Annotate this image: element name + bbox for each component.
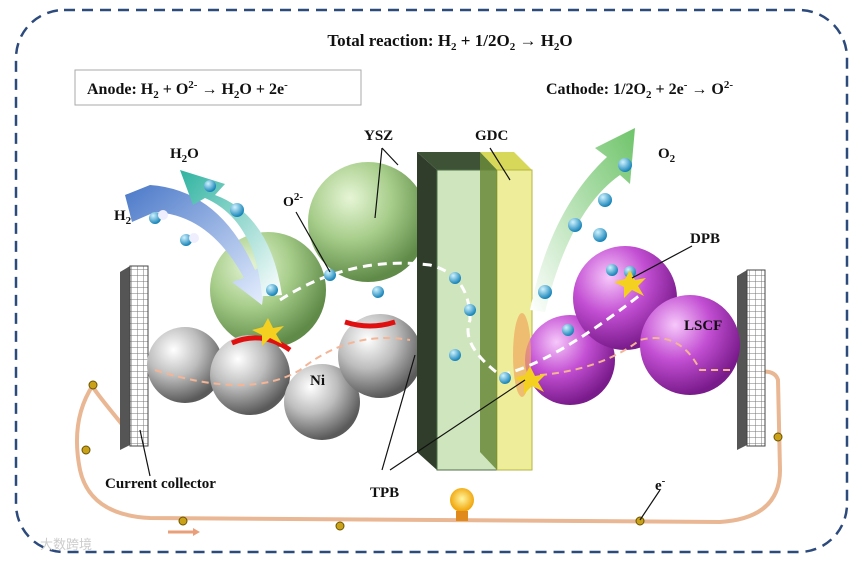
ysz-particle (308, 162, 428, 282)
subscript: 2 (646, 89, 652, 101)
superscript: - (684, 79, 688, 91)
current-collector-label: Current collector (105, 476, 216, 492)
text-part: O (187, 146, 199, 162)
subscript: 2 (670, 153, 676, 165)
lscf-label: LSCF (684, 318, 722, 334)
current-collector-left (129, 265, 149, 447)
h2o-label: H2O (170, 146, 199, 165)
ni-particle (338, 314, 422, 398)
subscript: 2 (126, 215, 132, 227)
text-part: → O (687, 81, 723, 98)
text-part: → H (197, 81, 234, 98)
superscript: 2- (188, 79, 198, 91)
gdc-top (480, 152, 532, 170)
dpb-label: DPB (690, 231, 720, 247)
tpb-mark (344, 319, 396, 329)
o2minus-label: O2- (283, 191, 303, 210)
text-part: + 1/2O (457, 31, 510, 50)
tpb-label: TPB (370, 485, 399, 501)
flow-arrow-head (193, 528, 200, 536)
superscript: 2- (724, 79, 734, 91)
subscript: 2 (510, 41, 516, 53)
collector-side (737, 270, 747, 450)
superscript: - (284, 79, 288, 91)
title: Total reaction: H2 + 1/2O2 → H2O (327, 31, 572, 53)
text-part: + 2e (652, 81, 684, 98)
text-part: + O (159, 81, 189, 98)
molecules (149, 158, 636, 384)
ysz-top (417, 152, 497, 170)
text-part: Total reaction: H (327, 31, 451, 50)
pointer-lines (139, 147, 693, 521)
subscript: 2 (554, 41, 560, 53)
text-part: O (559, 31, 572, 50)
ni-particle (147, 327, 223, 403)
superscript: - (662, 475, 666, 487)
lscf-particle (640, 295, 740, 395)
h2-arrow (125, 185, 268, 305)
electron-path (154, 337, 411, 386)
reaction-sparks (252, 270, 646, 394)
text-part: Cathode: 1/2O (546, 81, 646, 98)
electrons (81, 380, 783, 531)
text-part: O (283, 195, 294, 210)
bulb (450, 488, 474, 512)
ysz-label: YSZ (364, 128, 393, 144)
h2o-arrow (180, 170, 282, 296)
anode-reaction: Anode: H2 + O2- → H2O + 2e- (87, 79, 288, 101)
o2-arrow (530, 128, 635, 312)
ni-particle (210, 335, 290, 415)
anode-box (74, 69, 362, 106)
text-part: H (114, 208, 126, 224)
ion-path (279, 261, 641, 377)
subscript: 2 (153, 89, 159, 101)
collector-side (120, 266, 130, 450)
electron-label: e- (655, 475, 666, 494)
text-part: O + 2e (239, 81, 284, 98)
ni-particle (284, 364, 360, 440)
text-part: Anode: H (87, 81, 154, 98)
text-part: e (655, 478, 662, 494)
tpb-mark (231, 335, 292, 353)
h2-label: H2 (114, 208, 132, 227)
watermark: 大数跨境 (40, 538, 92, 553)
current-collector-right (746, 269, 766, 447)
ysz-side (417, 152, 437, 470)
cathode-reaction: Cathode: 1/2O2 + 2e- → O2- (546, 79, 733, 101)
text-part: H (170, 146, 182, 162)
border (14, 8, 849, 554)
subscript: 2 (182, 153, 188, 165)
gdc-side (480, 152, 497, 470)
subscript: 2 (451, 41, 457, 53)
text-part: O (658, 146, 670, 162)
subscript: 2 (234, 89, 240, 101)
electron-path (539, 337, 730, 376)
o2-label: O2 (658, 146, 676, 165)
bulb-base (456, 511, 468, 521)
ni-label: Ni (310, 373, 325, 389)
gdc-label: GDC (475, 128, 508, 144)
superscript: 2- (294, 191, 304, 203)
text-part: → H (515, 31, 554, 50)
